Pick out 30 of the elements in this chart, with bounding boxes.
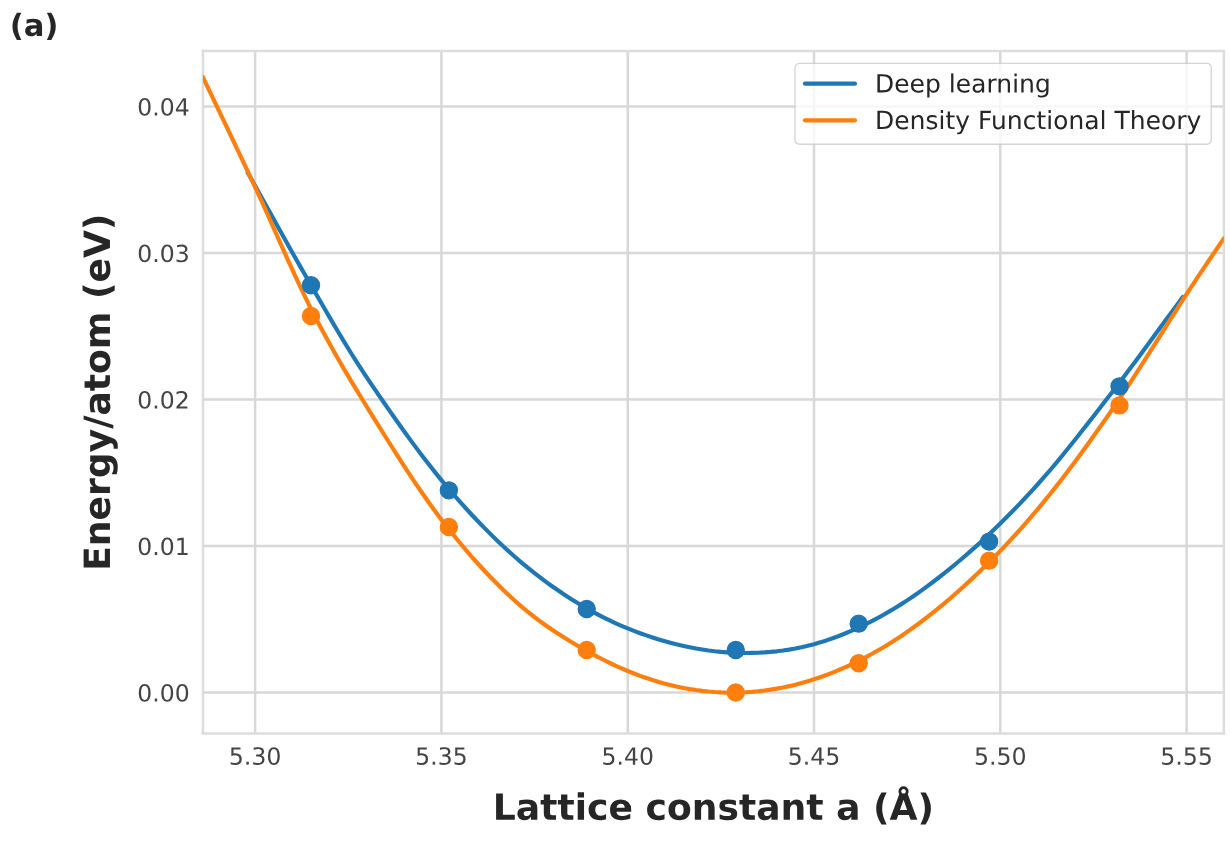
x-tick-label: 5.30 — [230, 747, 280, 765]
point — [301, 306, 321, 326]
point — [439, 481, 459, 500]
point — [849, 654, 868, 673]
point — [726, 683, 745, 702]
x-tick-label: 5.35 — [416, 747, 466, 765]
point — [301, 276, 321, 295]
x-tick-label: 5.40 — [603, 747, 653, 765]
point — [1110, 377, 1129, 396]
point — [726, 640, 745, 660]
point — [979, 551, 999, 570]
y-tick-label: 0.02 — [138, 390, 188, 409]
text: (a) — [12, 12, 56, 40]
x-axis-title: Lattice constant a (Å) — [496, 786, 931, 825]
x-tick-label: 5.45 — [789, 747, 839, 765]
point — [439, 517, 459, 537]
point — [1110, 396, 1129, 415]
y-tick-label: 0.00 — [138, 683, 189, 702]
legend-label: Deep learning — [877, 73, 1049, 98]
y-tick-label: 0.01 — [138, 537, 188, 556]
y-tick-label: 0.04 — [138, 97, 189, 116]
y-tick-label: 0.03 — [138, 244, 188, 263]
x-tick-label: 5.50 — [975, 747, 1026, 765]
point — [849, 614, 868, 633]
point — [577, 599, 596, 619]
legend-label: Density Functional Theory — [877, 110, 1201, 135]
y-axis-title: Energy/atom (eV) — [82, 216, 118, 568]
point — [577, 640, 596, 660]
x-tick-label: 5.55 — [1162, 747, 1211, 765]
point — [979, 532, 999, 551]
